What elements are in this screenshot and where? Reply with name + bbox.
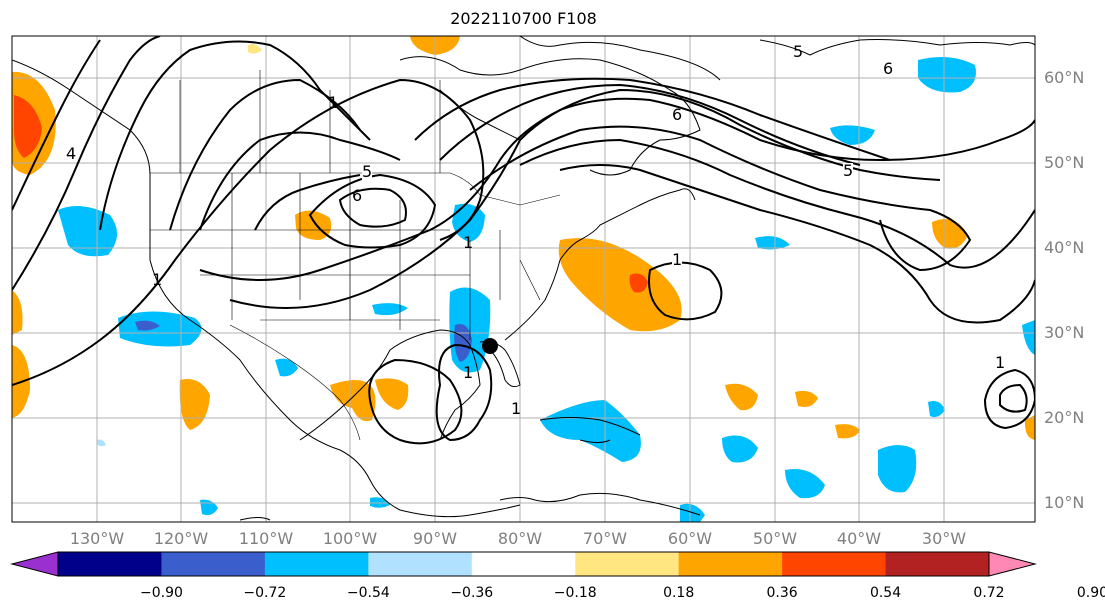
colorbar-segment [264,552,369,576]
colorbar-segment [368,552,473,576]
lat-label: 60°N [1044,68,1085,87]
contour-label: 5 [793,42,804,61]
borders [150,70,561,441]
colorbar-tick-label: −0.36 [450,585,494,601]
colorbar-segment [58,552,162,576]
lat-label: 10°N [1044,493,1085,512]
contour-label: 1 [328,93,339,112]
colorbar-tick-label: −0.54 [346,585,390,601]
lon-label: 90°W [412,529,458,548]
contour-label: 1 [463,363,474,382]
lat-label: 40°N [1044,238,1085,257]
colorbar-segment [575,552,680,576]
colorbar-tick-label: −0.90 [139,585,183,601]
colorbar-extend-low [12,552,58,576]
colorbar-tick-label: 0.54 [869,585,902,601]
lat-label: 30°N [1044,323,1085,342]
lon-label: 40°W [836,529,882,548]
colorbar [10,551,1037,577]
lon-label: 120°W [153,529,209,548]
colorbar-segment [678,552,783,576]
lon-label: 110°W [238,529,294,548]
lat-label: 20°N [1044,408,1085,427]
lon-label: 50°W [752,529,798,548]
lat-label: 50°N [1044,153,1085,172]
storm-center-marker [482,338,498,354]
lon-label: 70°W [582,529,628,548]
colorbar-segment [161,552,266,576]
colorbar-tick-label: 0.36 [766,585,798,601]
colorbar-tick-label: 0.18 [663,585,695,601]
contour-label: 5 [843,161,854,180]
contour-label: 1 [463,233,474,252]
contour-label: 1 [152,270,163,289]
colorbar-tick-label: −0.18 [553,585,597,601]
coastlines [12,36,1035,521]
contour-label: 6 [883,59,894,78]
map-plot [11,35,1036,523]
lon-label: 60°W [667,529,713,548]
contour-label: 1 [511,399,522,418]
contours [12,36,1035,445]
colorbar-tick-label: 0.90 [1076,585,1105,601]
lon-label: 30°W [921,529,967,548]
shaded-anomalies [12,36,1035,522]
lon-label: 100°W [322,529,378,548]
colorbar-segment [471,552,576,576]
contour-label: 5 [362,162,373,181]
contour-label: 1 [995,353,1006,372]
colorbar-extend-high [989,552,1035,576]
colorbar-segment [782,552,887,576]
map-title: 2022110700 F108 [450,9,597,28]
contour-label: 1 [672,250,683,269]
lon-label: 80°W [497,529,543,548]
colorbar-tick-label: 0.72 [973,585,1005,601]
contour-label: 4 [66,144,77,163]
contour-label: 6 [352,186,363,205]
colorbar-tick-label: −0.72 [243,585,287,601]
colorbar-segment [885,552,990,576]
contour-label: 6 [672,105,683,124]
map-border [11,35,1036,523]
lon-label: 130°W [69,529,125,548]
